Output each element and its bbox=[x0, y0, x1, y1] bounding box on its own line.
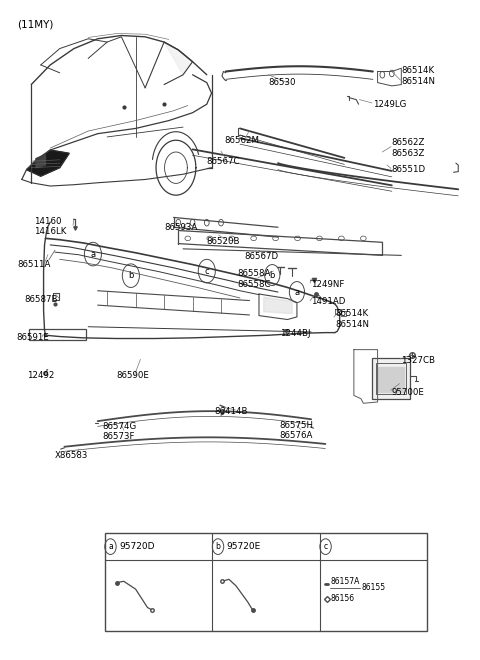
Text: c: c bbox=[324, 542, 328, 551]
Text: 86514K
86514N: 86514K 86514N bbox=[401, 67, 435, 86]
Bar bbox=[105, 533, 427, 631]
Text: 86514K
86514N: 86514K 86514N bbox=[335, 309, 369, 329]
Polygon shape bbox=[26, 150, 69, 176]
Text: 1491AD: 1491AD bbox=[311, 298, 346, 306]
Text: b: b bbox=[216, 542, 220, 551]
Polygon shape bbox=[264, 297, 292, 314]
Text: 12492: 12492 bbox=[27, 372, 55, 380]
Text: a: a bbox=[294, 288, 300, 296]
Text: 86155: 86155 bbox=[361, 583, 386, 593]
Text: 14160
1416LK: 14160 1416LK bbox=[34, 217, 66, 236]
Text: 86590E: 86590E bbox=[117, 372, 149, 380]
Text: c: c bbox=[204, 267, 209, 276]
Text: X86583: X86583 bbox=[55, 451, 88, 460]
Text: 86567C: 86567C bbox=[207, 157, 240, 166]
Text: 86562M: 86562M bbox=[225, 136, 260, 145]
Text: 86520B: 86520B bbox=[207, 237, 240, 246]
Text: 1249NF: 1249NF bbox=[311, 280, 345, 288]
Text: 86562Z
86563Z: 86562Z 86563Z bbox=[392, 139, 425, 158]
Text: 86574G
86573F: 86574G 86573F bbox=[102, 422, 137, 441]
Text: (11MY): (11MY) bbox=[17, 19, 53, 29]
Text: a: a bbox=[90, 249, 96, 259]
Text: 86530: 86530 bbox=[268, 78, 296, 87]
Text: b: b bbox=[128, 271, 133, 280]
Polygon shape bbox=[36, 154, 46, 168]
Text: 95720D: 95720D bbox=[119, 542, 155, 551]
Text: 86558A
86558C: 86558A 86558C bbox=[238, 269, 271, 288]
Text: a: a bbox=[108, 542, 113, 551]
Text: 86567D: 86567D bbox=[245, 252, 279, 261]
Text: 86551D: 86551D bbox=[392, 165, 426, 174]
Polygon shape bbox=[378, 367, 404, 392]
Bar bbox=[376, 363, 406, 394]
Text: 86156: 86156 bbox=[330, 595, 354, 603]
Text: 86157A: 86157A bbox=[330, 577, 360, 586]
Bar bbox=[29, 329, 86, 341]
Text: 1327CB: 1327CB bbox=[401, 356, 435, 364]
Text: b: b bbox=[270, 271, 275, 280]
Polygon shape bbox=[164, 42, 192, 75]
Text: 86575H
86576A: 86575H 86576A bbox=[279, 421, 313, 440]
Text: 86593A: 86593A bbox=[164, 223, 197, 232]
Text: 1249LG: 1249LG bbox=[373, 100, 406, 109]
Text: 86511A: 86511A bbox=[17, 260, 50, 269]
Text: 1244BJ: 1244BJ bbox=[280, 329, 311, 339]
Text: 86591E: 86591E bbox=[16, 333, 49, 343]
Bar bbox=[372, 358, 410, 399]
Text: 86414B: 86414B bbox=[214, 407, 247, 416]
Text: 95700E: 95700E bbox=[392, 387, 425, 397]
Text: 95720E: 95720E bbox=[227, 542, 261, 551]
Text: 86587B: 86587B bbox=[24, 295, 58, 304]
